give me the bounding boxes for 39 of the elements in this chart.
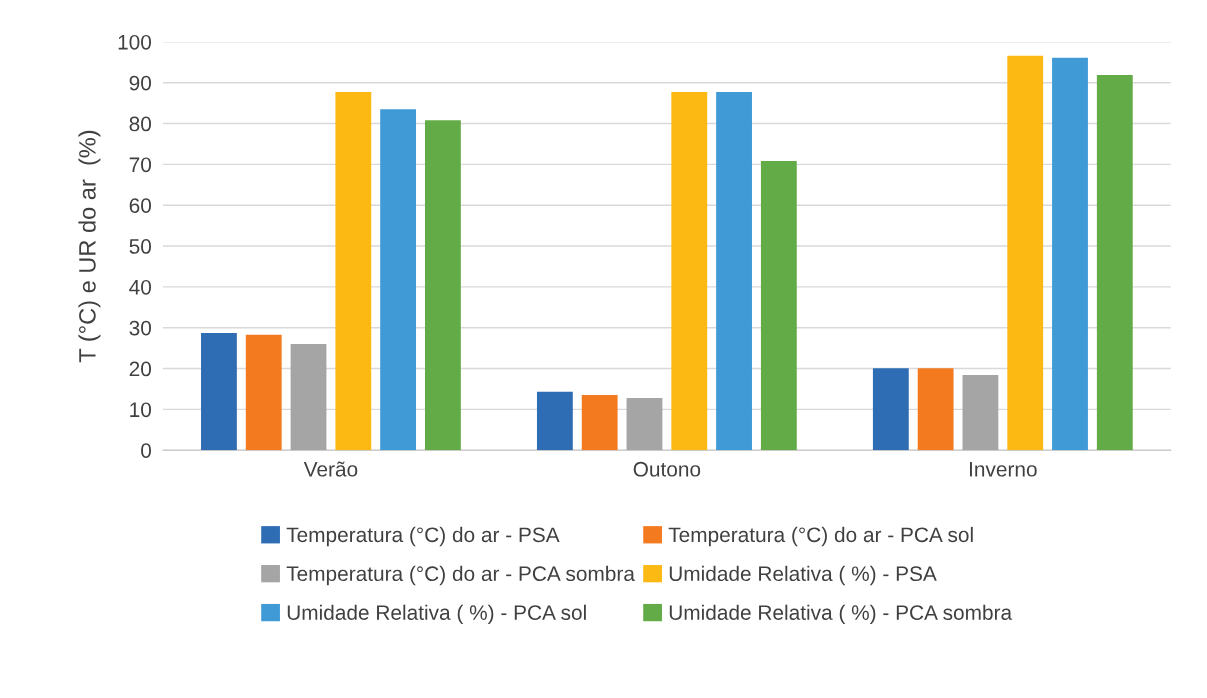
bar xyxy=(626,397,663,451)
y-tick-label: 50 xyxy=(129,239,152,254)
y-axis-title: T (°C) e UR do ar (%) xyxy=(78,130,101,363)
y-tick-label: 20 xyxy=(129,361,152,377)
bar xyxy=(962,375,999,451)
legend-label: Umidade Relativa ( %) - PCA sombra xyxy=(669,604,1013,625)
y-tick-label: 10 xyxy=(130,402,152,418)
y-tick-label: 40 xyxy=(129,279,152,295)
legend-label: Umidade Relativa ( %) - PSA xyxy=(669,565,937,586)
y-tick-label: 60 xyxy=(129,198,152,213)
bar xyxy=(335,92,372,451)
bar xyxy=(536,391,573,451)
bar xyxy=(581,395,618,451)
bar xyxy=(716,92,752,451)
bar xyxy=(1052,57,1088,451)
legend-label: Umidade Relativa ( %) - PCA sol xyxy=(287,604,586,625)
y-tick-label: 90 xyxy=(129,75,152,91)
y-tick-label: 0 xyxy=(141,443,152,458)
x-tick-label: Outono xyxy=(633,461,701,477)
bar xyxy=(872,368,909,451)
bar xyxy=(1007,55,1044,451)
y-tick-label: 100 xyxy=(118,34,152,50)
bar xyxy=(917,368,954,451)
bar xyxy=(380,109,417,451)
y-tick-label: 80 xyxy=(129,116,152,132)
bar xyxy=(424,120,461,451)
bar xyxy=(201,333,237,451)
legend-label: Temperatura (°C) do ar - PCA sol xyxy=(668,526,973,547)
legend-label: Temperatura (°C) do ar - PCA sombra xyxy=(286,565,635,586)
bar xyxy=(245,334,282,451)
bar xyxy=(1096,74,1133,451)
bar xyxy=(290,344,327,451)
x-tick-label: Verão xyxy=(303,461,358,477)
y-tick-label: 70 xyxy=(129,157,152,173)
bar xyxy=(671,92,708,451)
y-tick-label: 30 xyxy=(129,320,152,336)
x-tick-label: Inverno xyxy=(970,462,1037,477)
legend-label: Temperatura (°C) do ar - PSA xyxy=(286,526,560,547)
bar xyxy=(760,161,797,451)
